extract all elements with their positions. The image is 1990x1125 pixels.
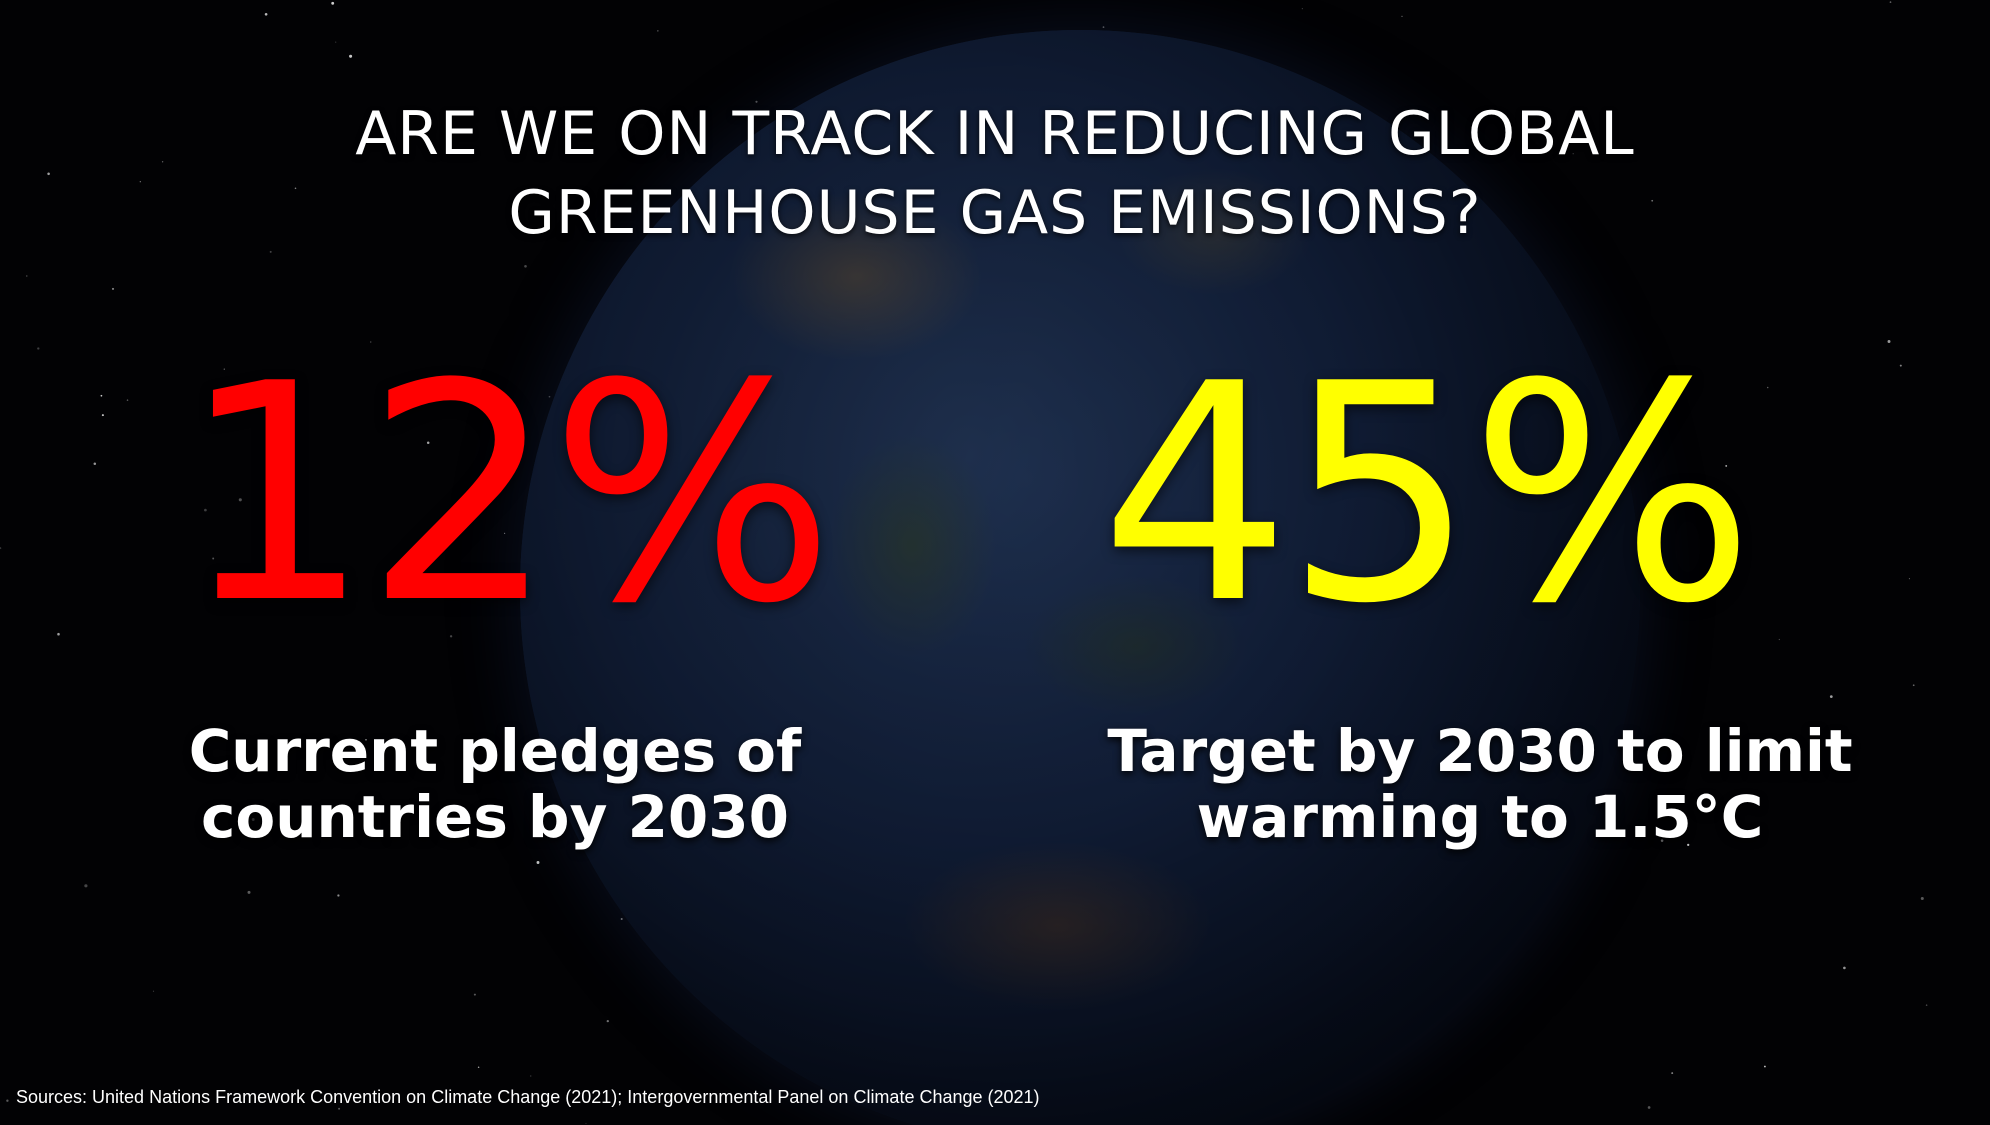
star [1725, 464, 1728, 467]
star [548, 395, 551, 398]
stat-pledges-value: 12% [180, 320, 835, 669]
star [101, 414, 104, 417]
star [26, 275, 28, 277]
star [204, 508, 207, 512]
stat-pledges-caption-line-1: Current pledges of [188, 717, 802, 785]
star [477, 1066, 480, 1069]
star [331, 1, 335, 5]
star [269, 250, 272, 253]
star [247, 890, 251, 894]
globe-shade-overlay [520, 30, 1640, 1125]
star [1660, 839, 1664, 842]
star [1401, 15, 1403, 18]
star [473, 993, 476, 996]
star [1766, 386, 1769, 389]
star [449, 635, 453, 638]
star [294, 187, 297, 190]
star [111, 287, 115, 290]
stat-target-caption-line-2: warming to 1.5°C [1196, 783, 1764, 851]
star [238, 498, 242, 502]
star [481, 586, 485, 589]
title-line-1: ARE WE ON TRACK IN REDUCING GLOBAL [355, 99, 1635, 169]
star [1899, 364, 1902, 367]
star [1887, 340, 1891, 343]
star [426, 441, 430, 445]
star [1572, 153, 1574, 155]
star [585, 1122, 587, 1124]
star [1102, 26, 1105, 28]
star [337, 894, 340, 897]
star [606, 1019, 609, 1023]
star [504, 532, 506, 535]
star [1647, 1106, 1651, 1109]
stat-pledges-caption: Current pledges of countries by 2030 [160, 718, 830, 850]
star [161, 161, 164, 163]
star [152, 990, 155, 992]
star [84, 884, 88, 888]
star [755, 100, 758, 103]
star [1829, 695, 1833, 698]
star [1301, 8, 1303, 10]
star [530, 1075, 532, 1077]
star [264, 12, 268, 16]
stat-target-value: 45% [1100, 320, 1755, 669]
star [251, 818, 255, 821]
star [657, 30, 659, 32]
star [675, 116, 678, 120]
stat-target-caption: Target by 2030 to limit warming to 1.5°C [1090, 718, 1870, 850]
star [47, 172, 50, 176]
star [365, 739, 367, 741]
star [37, 347, 40, 350]
star [1771, 755, 1774, 757]
star [524, 264, 527, 268]
stat-pledges-caption-line-2: countries by 2030 [200, 783, 789, 851]
star [1925, 1004, 1928, 1006]
star [265, 813, 268, 816]
title-line-2: GREENHOUSE GAS EMISSIONS? [508, 178, 1482, 248]
star [139, 181, 141, 183]
star [335, 41, 337, 43]
star [1642, 835, 1645, 838]
star [370, 341, 372, 343]
star [1843, 966, 1846, 970]
star [536, 861, 540, 864]
star [93, 462, 97, 466]
star [1778, 638, 1780, 641]
star [57, 632, 60, 636]
stat-target-caption-line-1: Target by 2030 to limit [1107, 717, 1853, 785]
star [1912, 684, 1915, 687]
star [0, 547, 2, 550]
sources-footnote: Sources: United Nations Framework Conven… [16, 1087, 1040, 1107]
star [1889, 1, 1892, 3]
star [223, 368, 225, 370]
star [397, 592, 400, 595]
star [6, 1099, 9, 1102]
star [126, 399, 129, 401]
star [349, 54, 353, 58]
star [1920, 896, 1924, 901]
star [1763, 1065, 1766, 1068]
star [1687, 843, 1690, 847]
star [620, 917, 623, 921]
star [100, 394, 103, 397]
star [1671, 1072, 1674, 1075]
star [1651, 199, 1654, 202]
star [212, 557, 215, 560]
star [1908, 578, 1910, 580]
star [338, 1107, 341, 1110]
